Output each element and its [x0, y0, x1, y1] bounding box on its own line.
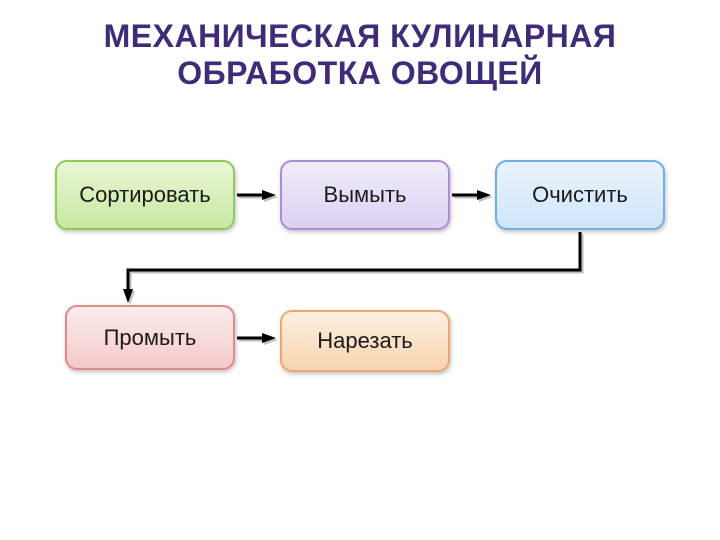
- node-sort: Сортировать: [55, 160, 235, 230]
- arrow-peel-to-rinse-shaft: [128, 232, 580, 289]
- arrow-sort-to-wash-head: [264, 192, 278, 202]
- node-wash: Вымыть: [280, 160, 450, 230]
- arrow-peel-to-rinse-head: [125, 291, 135, 305]
- arrow-sort-to-wash-head: [262, 190, 276, 200]
- title-line-2: ОБРАБОТКА ОВОЩЕЙ: [177, 55, 543, 91]
- arrow-peel-to-rinse-head: [123, 289, 133, 303]
- arrow-wash-to-peel-head: [477, 190, 491, 200]
- arrow-wash-to-peel-head: [479, 192, 493, 202]
- node-rinse-label: Промыть: [104, 325, 197, 351]
- arrow-rinse-to-cut-head: [262, 333, 276, 343]
- node-rinse: Промыть: [65, 305, 235, 370]
- diagram-title: МЕХАНИЧЕСКАЯ КУЛИНАРНАЯ ОБРАБОТКА ОВОЩЕЙ: [0, 18, 720, 92]
- node-wash-label: Вымыть: [324, 182, 407, 208]
- diagram-stage: МЕХАНИЧЕСКАЯ КУЛИНАРНАЯ ОБРАБОТКА ОВОЩЕЙ…: [0, 0, 720, 540]
- node-peel: Очистить: [495, 160, 665, 230]
- node-cut: Нарезать: [280, 310, 450, 372]
- title-line-1: МЕХАНИЧЕСКАЯ КУЛИНАРНАЯ: [104, 18, 617, 54]
- node-peel-label: Очистить: [532, 182, 628, 208]
- arrow-peel-to-rinse-shaft: [130, 234, 582, 291]
- node-cut-label: Нарезать: [317, 328, 413, 354]
- node-sort-label: Сортировать: [79, 182, 210, 208]
- arrow-rinse-to-cut-head: [264, 335, 278, 345]
